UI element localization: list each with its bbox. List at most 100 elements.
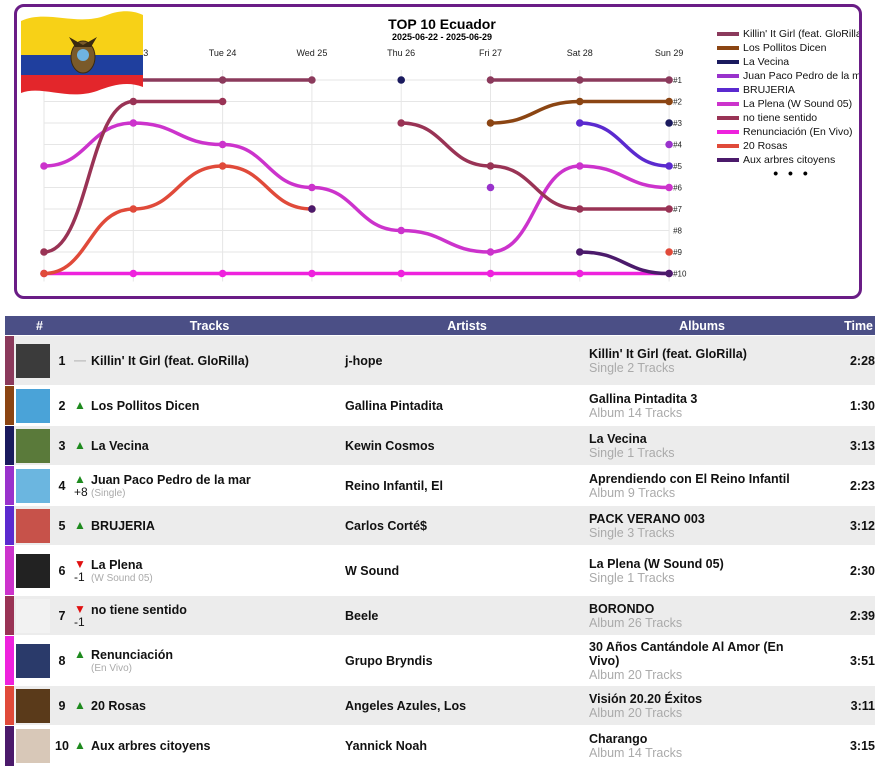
table-row[interactable]: 6 ▼ -1 La Plena (W Sound 05) W Sound La Plena … [5, 545, 876, 596]
data-point[interactable] [486, 119, 495, 127]
legend-item[interactable]: Los Pollitos Dicen [717, 41, 859, 55]
artist-name[interactable]: Carlos Corté$ [345, 505, 590, 546]
data-point[interactable] [665, 97, 673, 106]
album-cover-icon[interactable] [16, 428, 50, 463]
album-cover-icon[interactable] [16, 688, 50, 723]
data-point[interactable] [665, 140, 673, 149]
data-point[interactable] [397, 269, 406, 278]
data-point[interactable] [218, 76, 227, 84]
album-name[interactable]: BORONDO [589, 601, 655, 616]
album-name[interactable]: Aprendiendo con El Reino Infantil [589, 471, 790, 486]
data-point[interactable] [665, 205, 673, 213]
artist-name[interactable]: Gallina Pintadita [345, 385, 590, 426]
artist-name[interactable]: Grupo Bryndis [345, 635, 590, 686]
album-cover-icon[interactable] [16, 343, 50, 378]
data-point[interactable] [397, 76, 406, 84]
data-point[interactable] [397, 119, 406, 127]
table-row[interactable]: 1— Killin' It Girl (feat. GloRilla) j-hope… [5, 335, 876, 386]
data-point[interactable] [129, 119, 138, 127]
album-name[interactable]: Gallina Pintadita 3 [589, 391, 698, 406]
table-row[interactable]: 4 ▲ +8 Juan Paco Pedro de la mar (Single) Rei… [5, 465, 876, 506]
artist-name[interactable]: Angeles Azules, Los [345, 685, 590, 726]
album-cover-icon[interactable] [16, 728, 50, 763]
data-point[interactable] [665, 269, 673, 278]
legend-more-icon[interactable]: • • • [773, 165, 811, 181]
track-title[interactable]: La Plena [91, 557, 143, 572]
data-point[interactable] [308, 269, 316, 278]
data-point[interactable] [40, 162, 48, 170]
table-row[interactable]: 3 ▲ La Vecina Kewin Cosmos La Vecina Single 1… [5, 425, 876, 466]
data-point[interactable] [397, 226, 406, 235]
data-point[interactable] [218, 97, 227, 106]
data-point[interactable] [218, 269, 227, 278]
artist-name[interactable]: Reino Infantil, El [345, 465, 590, 506]
table-row[interactable]: 7 ▼ -1 no tiene sentido Beele BORONDO Album 26… [5, 595, 876, 636]
table-row[interactable]: 5 ▲ BRUJERIA Carlos Corté$ PACK VERANO 003 Si… [5, 505, 876, 546]
track-title[interactable]: no tiene sentido [91, 603, 187, 617]
legend-item[interactable]: Killin' It Girl (feat. GloRilla) [717, 27, 859, 41]
data-point[interactable] [129, 97, 138, 106]
data-point[interactable] [486, 183, 495, 192]
artist-name[interactable]: W Sound [345, 545, 590, 596]
album-name[interactable]: La Vecina [589, 431, 647, 446]
album-name[interactable]: Charango [589, 731, 648, 746]
header-time[interactable]: Time [815, 316, 876, 336]
track-title[interactable]: Aux arbres citoyens [91, 738, 211, 753]
album-name[interactable]: Visión 20.20 Éxitos [589, 691, 703, 706]
album-cover-icon[interactable] [16, 643, 50, 678]
data-point[interactable] [218, 140, 227, 149]
data-point[interactable] [486, 76, 495, 84]
artist-name[interactable]: j-hope [345, 335, 590, 386]
table-row[interactable]: 10 ▲ Aux arbres citoyens Yannick Noah Charan… [5, 725, 876, 766]
track-title[interactable]: Killin' It Girl (feat. GloRilla) [91, 353, 249, 368]
data-point[interactable] [218, 162, 227, 170]
legend-item[interactable]: no tiene sentido [717, 111, 859, 125]
album-name[interactable]: PACK VERANO 003 [589, 511, 705, 526]
data-point[interactable] [308, 205, 316, 213]
track-title[interactable]: Los Pollitos Dicen [91, 398, 200, 413]
data-point[interactable] [665, 183, 673, 192]
album-name[interactable]: 30 Años Cantándole Al Amor (En Vivo) [589, 639, 784, 668]
data-point[interactable] [576, 205, 584, 213]
data-point[interactable] [665, 248, 673, 256]
album-cover-icon[interactable] [16, 468, 50, 503]
legend-item[interactable]: BRUJERIA [717, 83, 859, 97]
data-point[interactable] [576, 119, 584, 127]
data-point[interactable] [308, 183, 316, 192]
legend-item[interactable]: La Plena (W Sound 05) [717, 97, 859, 111]
artist-name[interactable]: Yannick Noah [345, 725, 590, 766]
data-point[interactable] [576, 248, 584, 256]
legend-item[interactable]: Renunciación (En Vivo) [717, 125, 859, 139]
legend-item[interactable]: La Vecina [717, 55, 859, 69]
data-point[interactable] [486, 269, 495, 278]
data-point[interactable] [576, 269, 584, 278]
album-name[interactable]: Killin' It Girl (feat. GloRilla) [589, 346, 747, 361]
album-name[interactable]: La Plena (W Sound 05) [589, 556, 724, 571]
data-point[interactable] [486, 248, 495, 256]
track-title[interactable]: Renunciación [91, 647, 173, 662]
table-row[interactable]: 9 ▲ 20 Rosas Angeles Azules, Los Visión 20.2… [5, 685, 876, 726]
track-title[interactable]: 20 Rosas [91, 698, 146, 713]
header-albums[interactable]: Albums [589, 316, 816, 336]
data-point[interactable] [576, 76, 584, 84]
legend-item[interactable]: Aux arbres citoyens [717, 153, 859, 167]
legend-item[interactable]: Juan Paco Pedro de la mar... [717, 69, 859, 83]
data-point[interactable] [665, 119, 673, 127]
header-tracks[interactable]: Tracks [74, 316, 346, 336]
data-point[interactable] [40, 269, 48, 278]
track-title[interactable]: La Vecina [91, 438, 149, 453]
table-row[interactable]: 8 ▲ Renunciación (En Vivo) Grupo Bryndis 30 A… [5, 635, 876, 686]
track-title[interactable]: Juan Paco Pedro de la mar [91, 472, 251, 487]
artist-name[interactable]: Kewin Cosmos [345, 425, 590, 466]
album-cover-icon[interactable] [16, 388, 50, 423]
data-point[interactable] [665, 162, 673, 170]
header-artists[interactable]: Artists [345, 316, 590, 336]
data-point[interactable] [129, 205, 138, 213]
data-point[interactable] [308, 76, 316, 84]
header-rank[interactable]: # [5, 316, 75, 336]
legend-item[interactable]: 20 Rosas [717, 139, 859, 153]
data-point[interactable] [486, 162, 495, 170]
table-row[interactable]: 2 ▲ Los Pollitos Dicen Gallina Pintadita Gal… [5, 385, 876, 426]
track-title[interactable]: BRUJERIA [91, 518, 155, 533]
data-point[interactable] [40, 248, 48, 256]
